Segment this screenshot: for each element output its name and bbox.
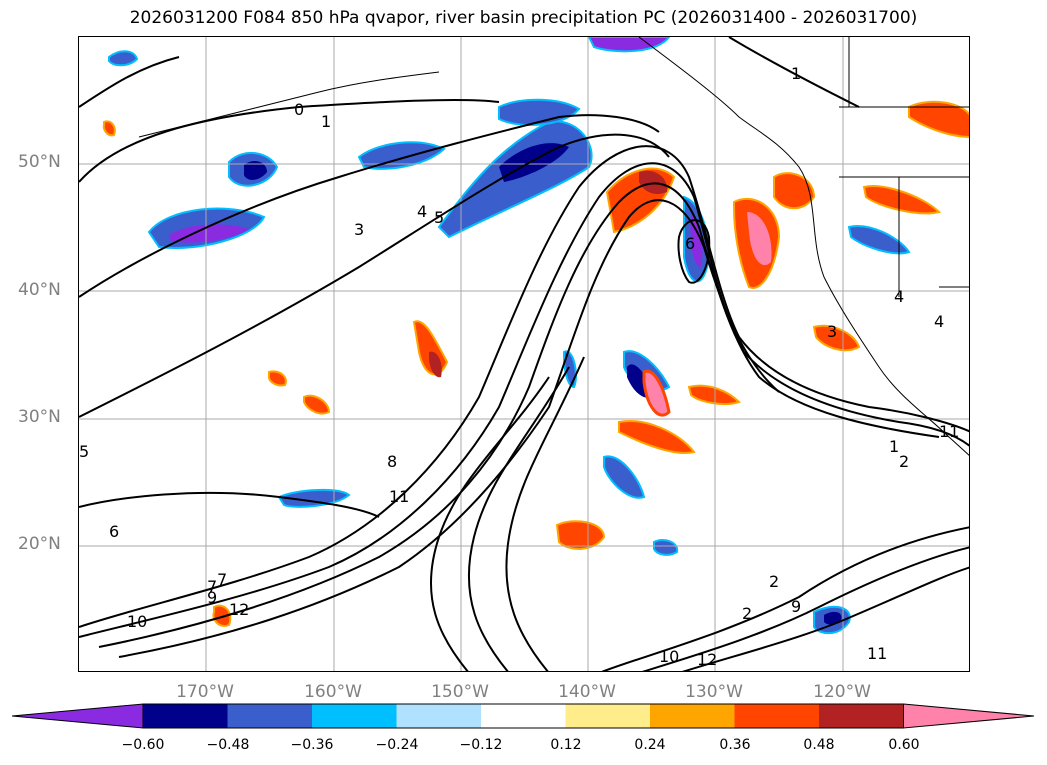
contour-label: 11: [939, 422, 959, 441]
colorbar-segment: [312, 704, 397, 728]
lat-label: 20°N: [18, 534, 61, 554]
contour-label: 3: [354, 220, 364, 239]
contour-label: 0: [294, 100, 304, 119]
colorbar-segment: [565, 704, 650, 728]
contour-label: 3: [827, 322, 837, 341]
colorbar-tick: 0.12: [550, 737, 582, 753]
colorbar-tick: −0.12: [459, 737, 503, 753]
lat-label: 50°N: [18, 152, 61, 172]
contour-label: 2: [742, 604, 752, 623]
colorbar-segment: [819, 704, 904, 728]
contour-label: 11: [867, 644, 887, 663]
lon-label: 140°W: [558, 682, 616, 702]
contour-label: 8: [387, 452, 397, 471]
colorbar-segment: [143, 704, 228, 728]
colorbar-segment: [650, 704, 735, 728]
colorbar-tick: 0.60: [888, 737, 920, 753]
contour-labels: 0 1 3 4 5 6 8 11 12 10 7 9 2 1 2 4 11 10…: [79, 64, 959, 669]
colorbar-tick: 0.36: [719, 737, 751, 753]
contour-label: 7: [217, 570, 227, 589]
qvapor-contours: [79, 37, 969, 671]
colorbar-segment: [734, 704, 819, 728]
lon-label: 170°W: [176, 682, 234, 702]
contour-label: 6: [685, 234, 695, 253]
colorbar-tick: −0.48: [206, 737, 250, 753]
contour-label: 5: [434, 208, 444, 227]
colorbar-segment: [396, 704, 481, 728]
map-canvas: 0 1 3 4 5 6 8 11 12 10 7 9 2 1 2 4 11 10…: [79, 37, 969, 671]
contour-label: 6: [109, 522, 119, 541]
lon-label: 130°W: [685, 682, 743, 702]
lon-label: 160°W: [304, 682, 362, 702]
contour-label: 5: [79, 442, 89, 461]
contour-label: 4: [934, 312, 944, 331]
contour-label: 10: [127, 612, 147, 631]
contour-label: 4: [417, 202, 427, 221]
contour-label: 2: [769, 572, 779, 591]
colorbar-tick: −0.60: [121, 737, 165, 753]
colorbar-tick: 0.24: [634, 737, 666, 753]
contour-label: 4: [894, 287, 904, 306]
map-title: 2026031200 F084 850 hPa qvapor, river ba…: [129, 8, 918, 28]
colorbar-segment: [227, 704, 312, 728]
colorbar-segment: [12, 703, 144, 729]
lon-label: 150°W: [431, 682, 489, 702]
contour-label: 1: [889, 437, 899, 456]
contour-label: 7: [207, 577, 217, 596]
colorbar-frame: [142, 703, 904, 729]
lat-label: 40°N: [18, 280, 61, 300]
contour-label: 9: [207, 588, 217, 607]
map-plot-area: 0 1 3 4 5 6 8 11 12 10 7 9 2 1 2 4 11 10…: [78, 36, 970, 672]
lat-label: 30°N: [18, 407, 61, 427]
colorbar-segment: [903, 703, 1035, 729]
colorbar: [12, 703, 1035, 729]
contour-label: 11: [389, 487, 409, 506]
colorbar-segment: [481, 704, 566, 728]
colorbar-tick: 0.48: [803, 737, 835, 753]
lon-label: 120°W: [813, 682, 871, 702]
colorbar-tick: −0.24: [375, 737, 419, 753]
contour-label: 9: [791, 597, 801, 616]
contour-label: 1: [791, 64, 801, 83]
contour-label: 2: [899, 452, 909, 471]
contour-label: 12: [697, 650, 717, 669]
graticule: [79, 37, 969, 671]
contour-label: 10: [659, 647, 679, 666]
colorbar-tick: −0.36: [290, 737, 334, 753]
contour-label: 12: [229, 600, 249, 619]
contour-label: 1: [321, 112, 331, 131]
